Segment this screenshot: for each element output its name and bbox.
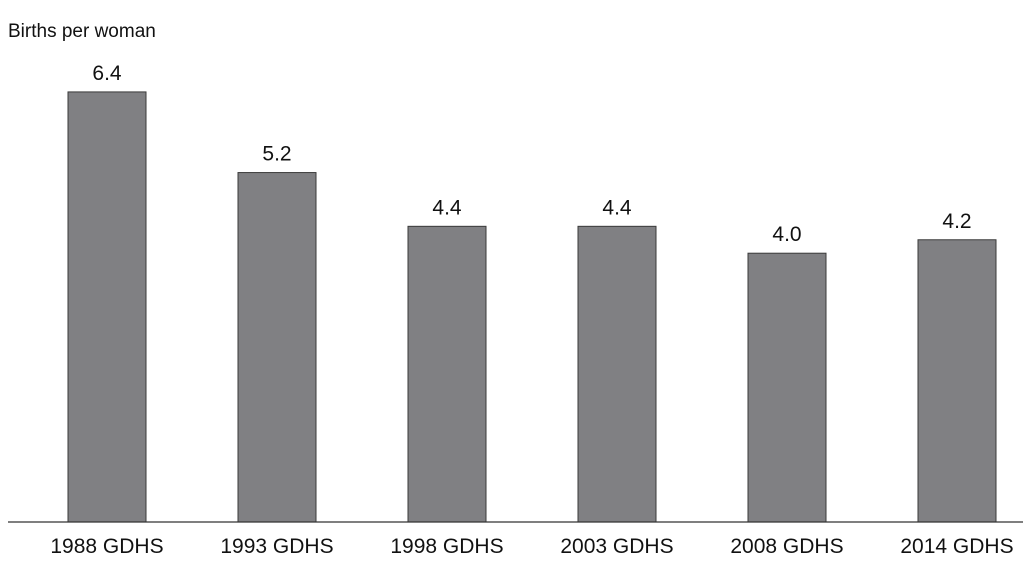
bar-1988-gdhs [67,91,147,523]
x-tick-label: 2008 GDHS [730,535,843,558]
x-tick-label: 2014 GDHS [900,535,1013,558]
bar-1993-gdhs [237,172,317,523]
bar-value-label: 4.4 [602,196,632,219]
x-tick-label: 2003 GDHS [560,535,673,558]
x-tick-label: 1998 GDHS [390,535,503,558]
x-tick-label: 1993 GDHS [220,535,333,558]
bar-value-label: 4.4 [432,196,462,219]
bar-1998-gdhs [407,225,487,523]
category-labels-group: 1988 GDHS 1993 GDHS 1998 GDHS 2003 GDHS 2008… [50,535,1013,558]
value-labels-group: 6.4 5.2 4.4 4.4 4.0 4.2 [92,62,971,246]
bars-group [67,91,997,523]
bar-value-label: 4.2 [942,210,971,233]
bar-2014-gdhs [917,239,997,523]
bar-value-label: 4.0 [772,223,801,246]
bar-2008-gdhs [747,252,827,523]
bar-2003-gdhs [577,225,657,523]
bar-value-label: 5.2 [262,143,291,166]
y-axis-label: Births per woman [8,21,156,42]
bar-value-label: 6.4 [92,62,122,85]
x-tick-label: 1988 GDHS [50,535,163,558]
